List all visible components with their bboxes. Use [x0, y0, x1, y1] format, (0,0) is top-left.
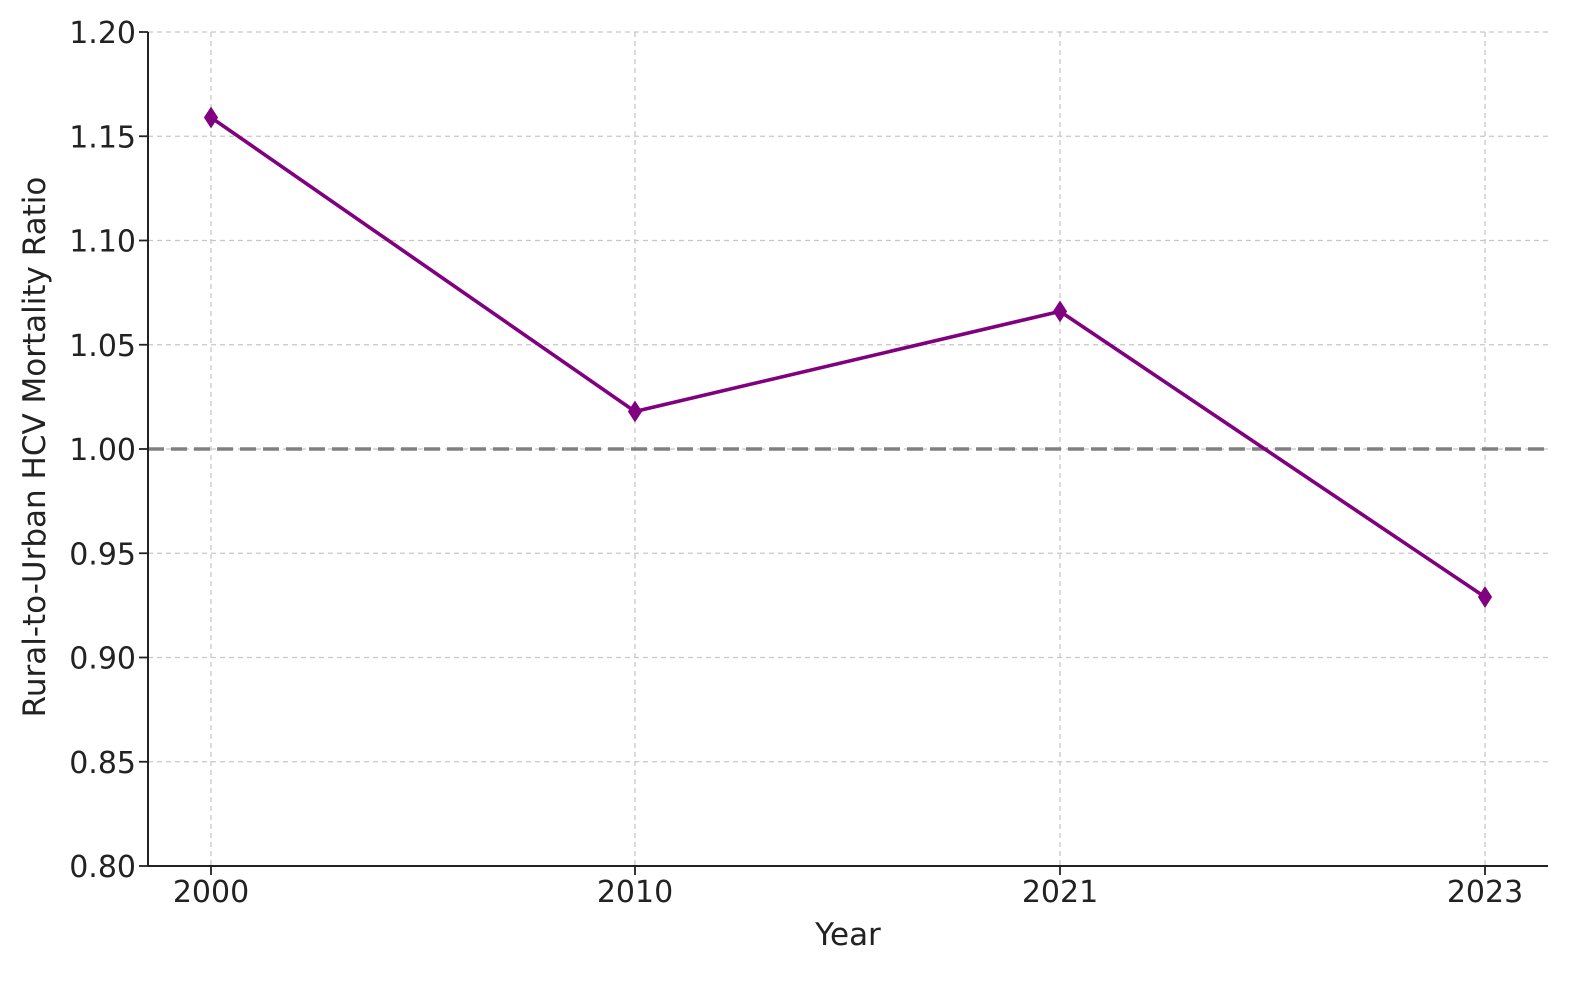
y-tick-label: 1.20	[69, 16, 136, 51]
y-tick-label: 0.95	[69, 537, 136, 572]
y-tick-label: 1.15	[69, 120, 136, 155]
data-point-marker	[1052, 300, 1068, 323]
y-tick-label: 1.10	[69, 225, 136, 260]
x-tick-label: 2010	[597, 875, 673, 910]
y-tick-label: 0.90	[69, 642, 136, 677]
y-tick-label: 1.00	[69, 433, 136, 468]
data-point-marker	[203, 106, 219, 129]
series-group	[203, 106, 1493, 608]
y-axis-title: Rural-to-Urban HCV Mortality Ratio	[17, 177, 53, 718]
data-point-marker	[1477, 586, 1493, 608]
data-point-marker	[627, 400, 643, 423]
series-line	[209, 116, 1487, 599]
x-tick-label: 2023	[1447, 875, 1523, 910]
y-tick-label: 1.05	[69, 329, 136, 364]
tick-labels: 0.80 0.85 0.90 0.95 1.00 1.05 1.10 1.15 1.20 2000…	[69, 16, 1523, 910]
x-tick-label: 2021	[1022, 875, 1098, 910]
x-tick-label: 2000	[173, 875, 249, 910]
axes	[139, 31, 1548, 875]
x-axis-title: Year	[814, 917, 881, 953]
y-tick-label: 0.80	[69, 850, 136, 885]
y-tick-label: 0.85	[69, 746, 136, 781]
